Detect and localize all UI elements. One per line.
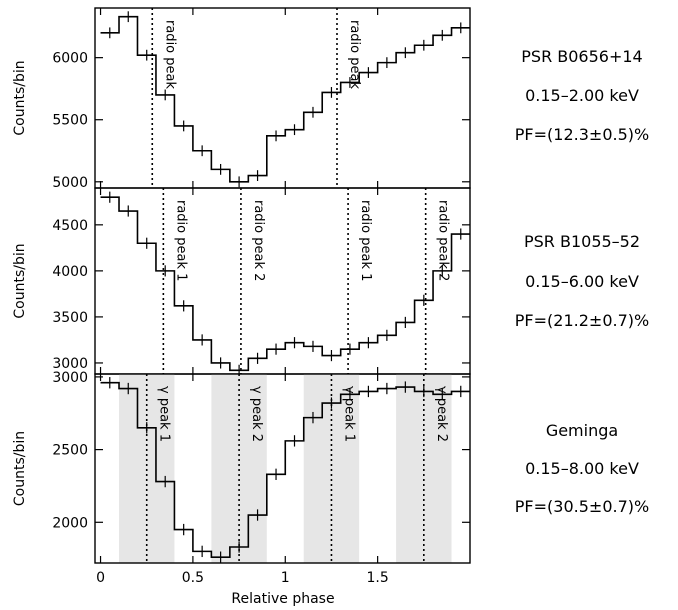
info-line: PF=(12.3±0.5)% bbox=[515, 125, 649, 144]
panel-3: γ peak 1 γ peak 2 γ peak 1 γ peak 2 2000 2500… bbox=[12, 370, 471, 564]
info-line: 0.15–6.00 keV bbox=[525, 272, 639, 291]
y-axis-label: Counts/bin bbox=[12, 243, 28, 318]
y-tick-label: 2000 bbox=[52, 515, 88, 531]
marker-label: γ peak 2 bbox=[434, 386, 449, 442]
marker-label: radio peak bbox=[347, 20, 362, 89]
marker-label: γ peak 1 bbox=[341, 386, 356, 442]
x-axis-label: Relative phase bbox=[231, 591, 334, 607]
panel-info-3: Geminga 0.15–8.00 keV PF=(30.5±0.7)% bbox=[515, 421, 649, 516]
marker-label: radio peak 1 bbox=[173, 200, 188, 281]
x-tick-label: 0.5 bbox=[182, 570, 204, 586]
panel-info-1: PSR B0656+14 0.15–2.00 keV PF=(12.3±0.5)% bbox=[515, 47, 649, 144]
panel-frame bbox=[94, 187, 471, 375]
marker-label: radio peak bbox=[162, 20, 177, 89]
histogram-line bbox=[100, 196, 470, 372]
x-tick-label: 0 bbox=[96, 570, 105, 586]
info-line: PF=(30.5±0.7)% bbox=[515, 497, 649, 516]
panel-2: radio peak 1 radio peak 2 radio peak 1 radi… bbox=[12, 187, 471, 376]
panel-frame bbox=[94, 7, 471, 189]
y-axis-label: Counts/bin bbox=[12, 60, 28, 135]
info-line: PF=(21.2±0.7)% bbox=[515, 311, 649, 330]
info-line: PSR B1055–52 bbox=[524, 232, 640, 251]
x-tick-label: 1.5 bbox=[367, 570, 389, 586]
marker-label: γ peak 1 bbox=[157, 386, 172, 442]
panel-info-2: PSR B1055–52 0.15–6.00 keV PF=(21.2±0.7)% bbox=[515, 232, 649, 330]
y-tick-label: 6000 bbox=[52, 51, 88, 67]
marker-label: radio peak 2 bbox=[436, 200, 451, 281]
info-line: PSR B0656+14 bbox=[521, 47, 642, 66]
panel-frame bbox=[94, 373, 471, 564]
y-tick-label: 4500 bbox=[52, 218, 88, 234]
panel-1: radio peak radio peak 5000 5500 6000 Counts/b… bbox=[12, 7, 471, 191]
x-tick-label: 1 bbox=[281, 570, 290, 586]
marker-label: radio peak 2 bbox=[251, 200, 266, 281]
y-tick-label: 3000 bbox=[52, 356, 88, 372]
info-line: Geminga bbox=[546, 421, 618, 440]
info-line: 0.15–2.00 keV bbox=[525, 86, 639, 105]
y-tick-label: 2500 bbox=[52, 443, 88, 459]
y-tick-label: 3000 bbox=[52, 370, 88, 386]
y-tick-label: 3500 bbox=[52, 310, 88, 326]
marker-label: γ peak 2 bbox=[249, 386, 264, 442]
histogram-line bbox=[100, 15, 470, 183]
y-tick-label: 5000 bbox=[52, 175, 88, 191]
y-axis-label: Counts/bin bbox=[12, 431, 28, 506]
marker-label: radio peak 1 bbox=[358, 200, 373, 281]
y-tick-label: 5500 bbox=[52, 113, 88, 129]
info-line: 0.15–8.00 keV bbox=[525, 459, 639, 478]
x-tick-labels: 0 0.5 1 1.5 bbox=[96, 570, 389, 586]
y-tick-label: 4000 bbox=[52, 264, 88, 280]
